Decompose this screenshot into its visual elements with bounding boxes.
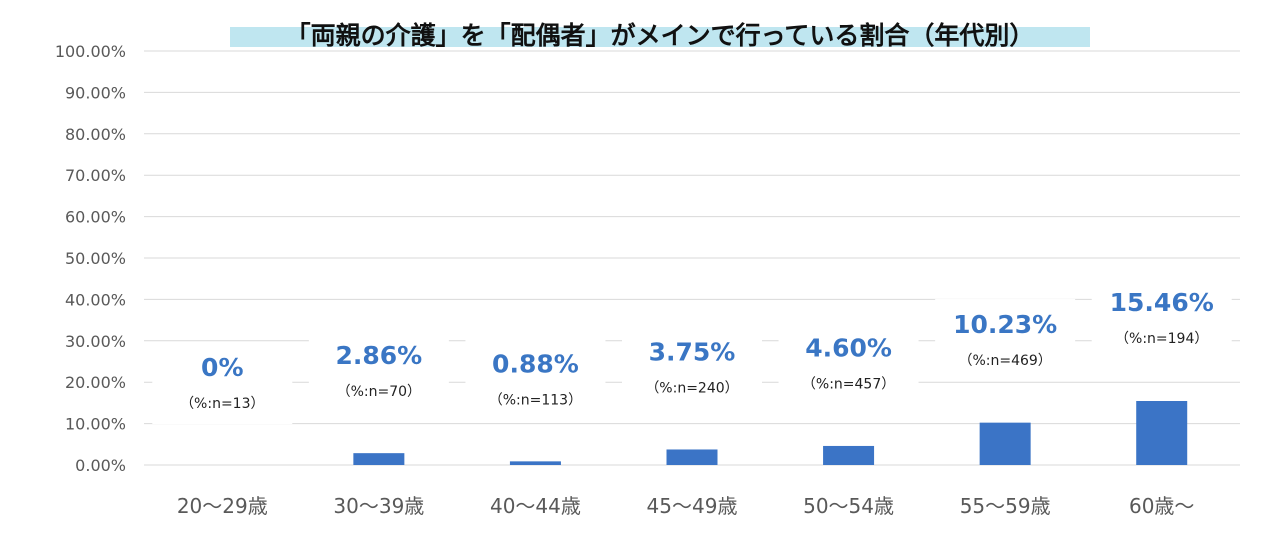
bar (1136, 400, 1188, 465)
x-tick-label: 60歳～ (1129, 494, 1194, 518)
x-axis-ticks: 20～29歳 30～39歳 40～44歳 45～49歳 50～54歳 55～59歳 60歳～ (177, 494, 1195, 518)
value-label: 15.46% (1110, 288, 1214, 317)
data-label-backdrop (1091, 277, 1232, 360)
y-tick-label: 80.00% (65, 125, 126, 144)
bars (353, 400, 1188, 465)
sample-size-label: （%:n=469） (958, 353, 1051, 369)
bar (509, 461, 561, 465)
data-labels: 0% （%:n=13） 2.86% （%:n=70） 0.88% （%:n=113） 3.7… (152, 277, 1232, 424)
x-tick-label: 20～29歳 (177, 494, 268, 518)
data-label-backdrop (935, 299, 1076, 382)
bar (353, 453, 405, 465)
y-tick-label: 70.00% (65, 166, 126, 185)
y-tick-label: 0.00% (75, 456, 126, 475)
sample-size-label: （%:n=70） (337, 384, 421, 400)
y-tick-label: 20.00% (65, 373, 126, 392)
data-label-backdrop (778, 322, 919, 405)
value-label: 0.88% (492, 349, 579, 378)
sample-size-label: （%:n=194） (1115, 331, 1208, 347)
value-label: 0% (201, 353, 243, 382)
value-label: 2.86% (335, 341, 422, 370)
y-tick-label: 100.00% (55, 42, 126, 61)
data-label-backdrop (308, 329, 449, 412)
bar (666, 449, 718, 465)
title-highlight (230, 27, 1090, 47)
data-label-backdrop (622, 326, 762, 409)
x-tick-label: 45～49歳 (647, 494, 738, 518)
value-label: 3.75% (649, 337, 736, 366)
x-tick-label: 30～39歳 (333, 494, 424, 518)
sample-size-label: （%:n=240） (645, 380, 738, 396)
sample-size-label: （%:n=13） (180, 396, 264, 412)
y-tick-label: 40.00% (65, 290, 126, 309)
x-tick-label: 55～59歳 (960, 494, 1051, 518)
value-label: 10.23% (953, 310, 1057, 339)
sample-size-label: （%:n=457） (802, 377, 895, 393)
y-axis-ticks: 0.00% 10.00% 20.00% 30.00% 40.00% 50.00% 60.00… (55, 42, 126, 475)
x-tick-label: 50～54歳 (803, 494, 894, 518)
data-label-backdrop (152, 342, 293, 424)
chart-title: 「両親の介護」を「配偶者」がメインで行っている割合（年代別） (286, 21, 1035, 50)
sample-size-label: （%:n=113） (489, 392, 582, 408)
value-label: 4.60% (805, 334, 892, 363)
y-tick-label: 30.00% (65, 332, 126, 351)
x-tick-label: 40～44歳 (490, 494, 581, 518)
y-tick-label: 50.00% (65, 249, 126, 268)
bar (823, 445, 875, 465)
bar (979, 422, 1031, 465)
y-tick-label: 10.00% (65, 415, 126, 434)
y-tick-label: 60.00% (65, 208, 126, 227)
data-label-backdrop (465, 338, 606, 421)
y-tick-label: 90.00% (65, 83, 126, 102)
